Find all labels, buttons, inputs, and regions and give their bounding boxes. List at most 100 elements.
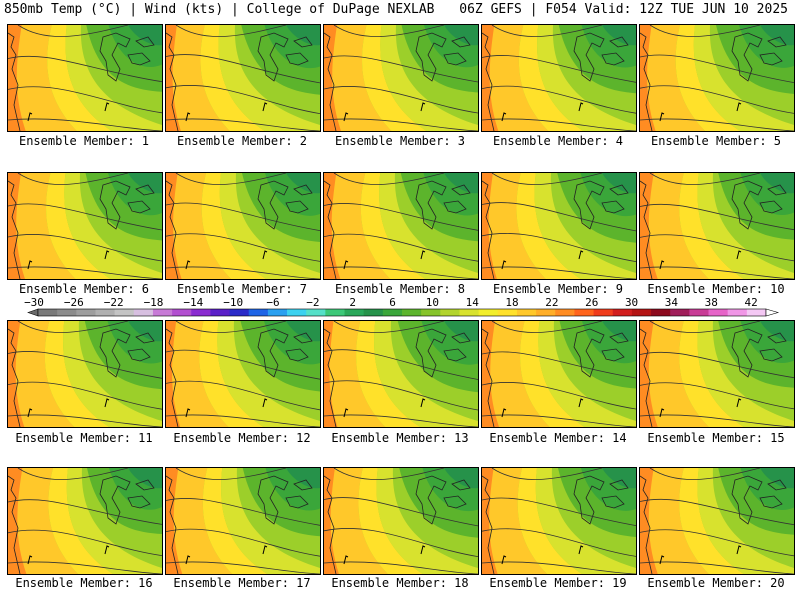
height-contour bbox=[175, 321, 287, 333]
colorbar-swatch bbox=[497, 309, 518, 316]
height-contour bbox=[649, 468, 761, 480]
wind-barb bbox=[343, 260, 349, 270]
colorbar-swatch bbox=[248, 309, 269, 316]
height-contour bbox=[166, 498, 320, 526]
height-contour bbox=[166, 84, 320, 114]
temperature-colorbar: −30 −26 −22 −18 −14 −10 −6 −2 2 6 10 14 18 22 26 30 34 38… bbox=[0, 296, 800, 320]
temperature-map bbox=[640, 173, 794, 279]
colorbar-swatch bbox=[574, 309, 594, 316]
ensemble-member-label: Ensemble Member: 2 bbox=[176, 134, 308, 148]
temperature-map bbox=[482, 173, 636, 279]
temperature-map bbox=[166, 173, 320, 279]
height-contour bbox=[8, 529, 162, 556]
ensemble-member-label: Ensemble Member: 16 bbox=[15, 576, 153, 590]
ensemble-map-panel bbox=[323, 467, 479, 575]
height-contour bbox=[8, 203, 162, 231]
colorbar-tick-label: −22 bbox=[104, 296, 124, 309]
colorbar-swatch bbox=[152, 309, 173, 316]
ensemble-member-label: Ensemble Member: 1 bbox=[18, 134, 150, 148]
height-contour bbox=[482, 85, 636, 114]
colorbar-tick-label: −30 bbox=[24, 296, 44, 309]
wind-barb bbox=[104, 250, 110, 260]
colorbar-swatch bbox=[746, 309, 767, 316]
height-contour bbox=[482, 55, 636, 83]
colorbar-tick-label: 2 bbox=[349, 296, 356, 309]
height-contour bbox=[482, 528, 636, 557]
colorbar-swatch bbox=[516, 309, 537, 316]
temperature-map bbox=[482, 468, 636, 574]
great-lakes-outline bbox=[99, 328, 155, 378]
wind-barb bbox=[420, 398, 426, 408]
colorbar-tick-label: 38 bbox=[705, 296, 718, 309]
wind-barb bbox=[659, 555, 665, 565]
colorbar-tick-label: −14 bbox=[183, 296, 203, 309]
ensemble-map-panel bbox=[481, 172, 637, 280]
coastline bbox=[640, 32, 653, 131]
ensemble-member-label: Ensemble Member: 19 bbox=[489, 576, 627, 590]
great-lakes-outline bbox=[731, 180, 787, 230]
colorbar-swatch bbox=[478, 309, 499, 316]
colorbar-tick-label: 26 bbox=[585, 296, 598, 309]
height-contour bbox=[482, 382, 636, 410]
wind-barb bbox=[736, 250, 742, 260]
height-contour bbox=[166, 528, 320, 557]
ensemble-map-panel bbox=[165, 24, 321, 132]
height-contour bbox=[166, 233, 320, 262]
great-lakes-outline bbox=[257, 328, 313, 378]
ensemble-map-panel bbox=[639, 24, 795, 132]
ensemble-member-label: Ensemble Member: 14 bbox=[489, 431, 627, 445]
coastline bbox=[166, 32, 179, 131]
model-run-info: 06Z GEFS | F054 Valid: 12Z TUE JUN 10 20… bbox=[459, 2, 788, 17]
height-contour bbox=[333, 468, 445, 480]
colorbar-swatch bbox=[38, 309, 58, 316]
colorbar-tick-label: −10 bbox=[223, 296, 243, 309]
height-contour bbox=[17, 25, 129, 37]
ensemble-member-label: Ensemble Member: 11 bbox=[15, 431, 153, 445]
height-contour bbox=[166, 380, 320, 411]
colorbar-swatch bbox=[440, 309, 460, 316]
coastline bbox=[324, 475, 337, 574]
colorbar-swatch bbox=[306, 309, 326, 316]
colorbar-swatch bbox=[287, 309, 307, 316]
coastline bbox=[640, 180, 653, 279]
ensemble-member-label: Ensemble Member: 15 bbox=[647, 431, 785, 445]
temperature-map bbox=[166, 468, 320, 574]
height-contour bbox=[640, 203, 794, 231]
colorbar-swatch bbox=[133, 309, 154, 316]
temperature-map bbox=[324, 321, 478, 427]
colorbar-tick-label: 34 bbox=[665, 296, 679, 309]
ensemble-member-label: Ensemble Member: 12 bbox=[173, 431, 311, 445]
ensemble-member-label: Ensemble Member: 10 bbox=[647, 282, 785, 296]
height-contour bbox=[324, 203, 478, 231]
temperature-map bbox=[482, 25, 636, 131]
wind-barb bbox=[185, 555, 191, 565]
ensemble-map-panel bbox=[323, 172, 479, 280]
wind-barb bbox=[501, 408, 507, 418]
height-contour bbox=[482, 351, 636, 379]
ensemble-member-label: Ensemble Member: 13 bbox=[331, 431, 469, 445]
wind-barb bbox=[736, 102, 742, 112]
temperature-map bbox=[8, 25, 162, 131]
colorbar-swatch bbox=[402, 309, 422, 316]
height-contour bbox=[8, 234, 162, 262]
ensemble-map-panel bbox=[165, 172, 321, 280]
wind-barb bbox=[343, 112, 349, 122]
height-contour bbox=[640, 382, 794, 410]
wind-barb bbox=[343, 408, 349, 418]
wind-barb bbox=[27, 260, 33, 270]
colorbar-swatch bbox=[344, 309, 365, 316]
colorbar-swatch bbox=[727, 309, 748, 316]
colorbar-swatch bbox=[172, 309, 192, 316]
colorbar-swatch bbox=[191, 309, 211, 316]
colorbar-swatch bbox=[459, 309, 480, 316]
colorbar-swatch bbox=[95, 309, 116, 316]
great-lakes-outline bbox=[257, 475, 313, 525]
ensemble-map-panel bbox=[165, 467, 321, 575]
coastline bbox=[640, 475, 653, 574]
coastline bbox=[482, 475, 495, 574]
colorbar-swatch bbox=[57, 309, 77, 316]
ensemble-map-panel bbox=[639, 172, 795, 280]
height-contour bbox=[640, 85, 794, 114]
height-contour bbox=[333, 173, 445, 185]
height-contour bbox=[640, 351, 794, 379]
